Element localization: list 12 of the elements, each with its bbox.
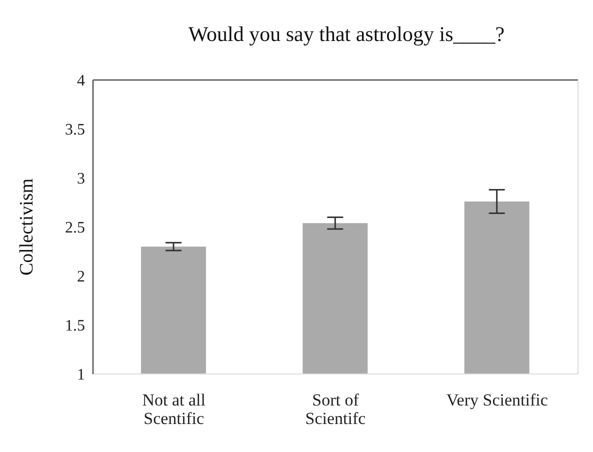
x-tick-label: Sort of Scientifc [305, 390, 366, 428]
y-tick-label: 2.5 [65, 220, 85, 237]
y-tick-label: 2 [77, 268, 85, 286]
x-tick-label: Not at all Scentific [142, 390, 206, 428]
y-tick-label: 1 [77, 366, 85, 384]
y-tick-label: 4 [77, 72, 85, 90]
y-axis-title: Collectivism [16, 178, 38, 276]
y-tick-label: 3 [77, 170, 85, 188]
chart-title: Would you say that astrology is____? [187, 22, 506, 47]
y-tick-label: 3.5 [65, 122, 85, 139]
x-tick-label: Very Scientific [446, 390, 548, 410]
y-tick-label: 1.5 [65, 318, 85, 335]
